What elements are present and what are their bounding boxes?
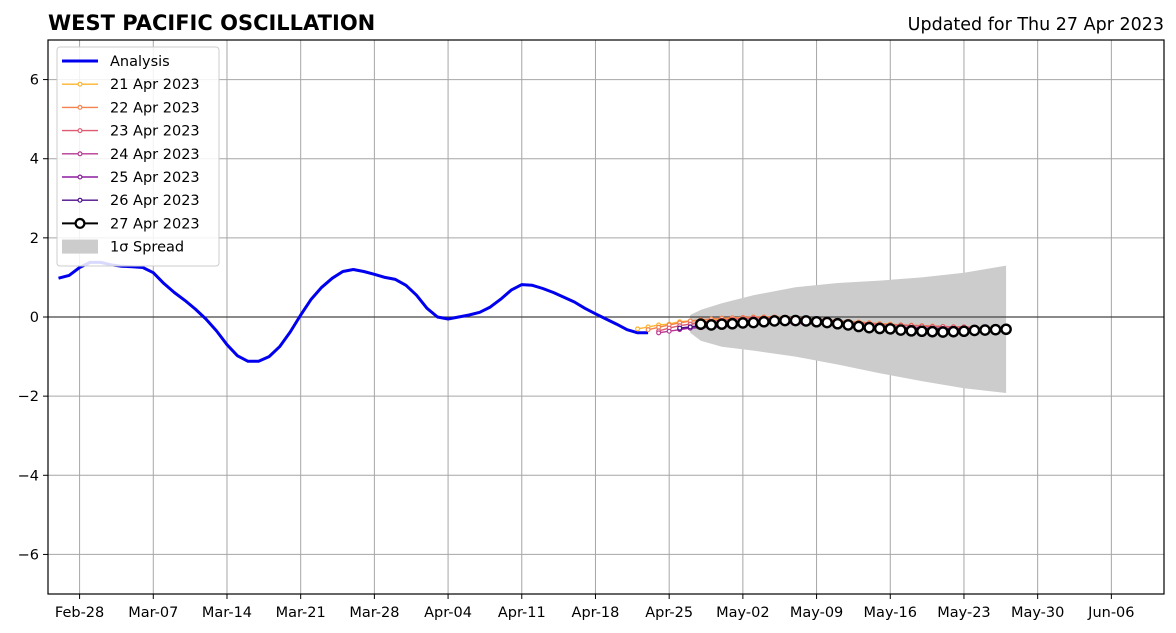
forecast-point-6-22 bbox=[926, 325, 939, 338]
x-tick-label-4: Mar-28 bbox=[349, 605, 399, 621]
x-tick-label-6: Apr-11 bbox=[498, 605, 546, 621]
x-tick-label-10: May-09 bbox=[790, 605, 843, 621]
forecast-point-6-16 bbox=[863, 321, 876, 334]
forecast-point-5-0 bbox=[677, 325, 683, 331]
forecast-point-6-29 bbox=[1000, 323, 1012, 336]
forecast-point-6-15 bbox=[852, 320, 865, 333]
legend-label-8: 1σ Spread bbox=[110, 240, 184, 256]
x-tick-label-8: Apr-25 bbox=[645, 605, 693, 621]
analysis-series bbox=[58, 260, 649, 363]
legend-marker-2 bbox=[77, 104, 83, 110]
x-tick-label-3: Mar-21 bbox=[276, 605, 326, 621]
forecast-point-3-1 bbox=[666, 328, 672, 334]
x-tick-label-7: Apr-18 bbox=[572, 605, 620, 621]
forecast-point-6-19 bbox=[894, 324, 907, 336]
forecast-point-6-2 bbox=[716, 318, 728, 330]
forecast-point-6-24 bbox=[947, 325, 960, 338]
y-tick-label-0: −6 bbox=[18, 547, 39, 563]
y-tick-label-6: 6 bbox=[30, 73, 39, 89]
legend-label-1: 21 Apr 2023 bbox=[110, 77, 200, 93]
y-tick-label-1: −4 bbox=[18, 468, 39, 484]
forecast-point-3-0 bbox=[656, 330, 662, 336]
y-tick-label-3: 0 bbox=[30, 310, 39, 326]
forecast-point-6-11 bbox=[810, 315, 823, 328]
forecast-point-6-26 bbox=[968, 324, 981, 337]
forecast-point-6-3 bbox=[726, 317, 739, 330]
forecast-point-6-21 bbox=[916, 325, 928, 338]
forecast-point-6-18 bbox=[884, 323, 897, 335]
legend-label-0: Analysis bbox=[110, 54, 170, 70]
x-tick-label-13: May-30 bbox=[1011, 605, 1064, 621]
legend-marker-5 bbox=[77, 174, 83, 180]
forecast-point-6-5 bbox=[747, 316, 760, 329]
forecast-point-6-8 bbox=[779, 314, 791, 327]
x-tick-label-0: Feb-28 bbox=[55, 605, 104, 621]
y-tick-label-4: 2 bbox=[30, 231, 39, 247]
legend-marker-3 bbox=[77, 128, 83, 134]
forecast-group-6 bbox=[694, 314, 1012, 338]
legend-marker-6 bbox=[77, 197, 83, 203]
legend: Analysis 21 Apr 2023 22 Apr 2023 23 Apr 202… bbox=[56, 46, 220, 267]
analysis-line bbox=[58, 260, 649, 363]
y-axis: −6 −4 −2 0 2 4 6 bbox=[18, 73, 48, 563]
x-tick-label-11: May-16 bbox=[864, 605, 917, 621]
legend-label-5: 25 Apr 2023 bbox=[110, 170, 200, 186]
forecast-point-6-14 bbox=[842, 319, 854, 331]
forecast-point-6-13 bbox=[831, 317, 844, 330]
forecast-point-6-17 bbox=[873, 322, 886, 335]
forecast-point-6-27 bbox=[979, 324, 991, 336]
x-tick-label-5: Apr-04 bbox=[424, 605, 472, 621]
chart-title: WEST PACIFIC OSCILLATION bbox=[48, 11, 375, 35]
forecast-point-6-20 bbox=[905, 325, 918, 337]
forecast-point-6-25 bbox=[958, 325, 970, 338]
legend-marker-4 bbox=[77, 151, 83, 157]
x-tick-label-14: Jun-06 bbox=[1087, 605, 1134, 621]
chart-subtitle: Updated for Thu 27 Apr 2023 bbox=[908, 15, 1164, 35]
forecast-point-6-23 bbox=[937, 326, 949, 338]
legend-label-3: 23 Apr 2023 bbox=[110, 124, 200, 140]
legend-label-7: 27 Apr 2023 bbox=[110, 216, 200, 232]
legend-swatch-spread bbox=[62, 239, 98, 254]
forecast-point-6-9 bbox=[789, 314, 802, 327]
forecast-point-6-0 bbox=[694, 318, 707, 330]
y-tick-label-2: −2 bbox=[18, 389, 39, 405]
x-tick-label-9: May-02 bbox=[716, 605, 769, 621]
x-axis: Feb-28 Mar-07 Mar-14 Mar-21 Mar-28 Apr-04 Apr-… bbox=[55, 594, 1135, 621]
forecast-point-6-4 bbox=[737, 317, 749, 329]
forecast-point-0-0 bbox=[635, 326, 641, 332]
y-tick-label-5: 4 bbox=[30, 152, 39, 168]
x-tick-label-2: Mar-14 bbox=[202, 605, 252, 621]
legend-label-4: 24 Apr 2023 bbox=[110, 147, 200, 163]
x-tick-label-1: Mar-07 bbox=[128, 605, 178, 621]
forecast-point-1-0 bbox=[645, 327, 651, 333]
forecast-point-6-28 bbox=[989, 323, 1002, 336]
legend-box bbox=[56, 46, 220, 267]
forecast-point-6-7 bbox=[768, 315, 781, 327]
legend-label-2: 22 Apr 2023 bbox=[110, 100, 200, 116]
forecast-point-6-1 bbox=[705, 319, 718, 331]
forecast-series bbox=[635, 314, 1012, 338]
forecast-point-6-12 bbox=[821, 316, 833, 329]
forecast-point-5-1 bbox=[687, 324, 693, 330]
forecast-point-6-10 bbox=[800, 315, 812, 327]
forecast-point-6-6 bbox=[758, 315, 770, 328]
x-tick-label-12: May-23 bbox=[937, 605, 990, 621]
legend-marker-7 bbox=[74, 217, 86, 229]
legend-marker-1 bbox=[77, 81, 83, 87]
legend-label-6: 26 Apr 2023 bbox=[110, 193, 200, 209]
